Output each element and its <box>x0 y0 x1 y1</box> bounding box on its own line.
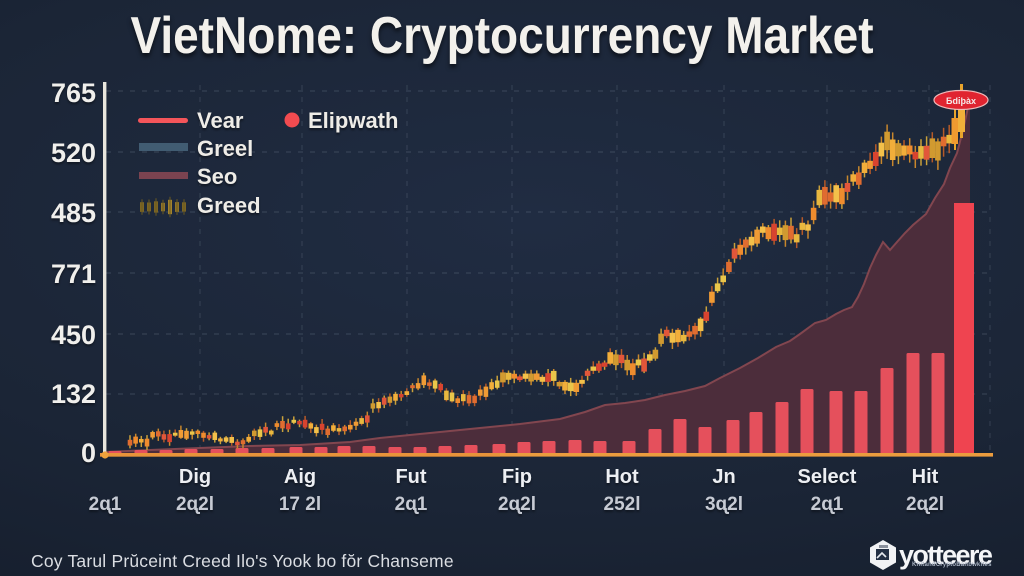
svg-text:Бdіþàх: Бdіþàх <box>946 96 976 106</box>
